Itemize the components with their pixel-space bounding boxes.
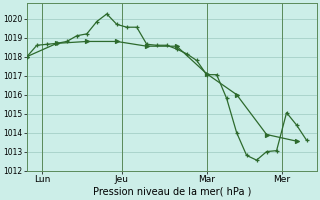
X-axis label: Pression niveau de la mer( hPa ): Pression niveau de la mer( hPa ) xyxy=(92,187,251,197)
